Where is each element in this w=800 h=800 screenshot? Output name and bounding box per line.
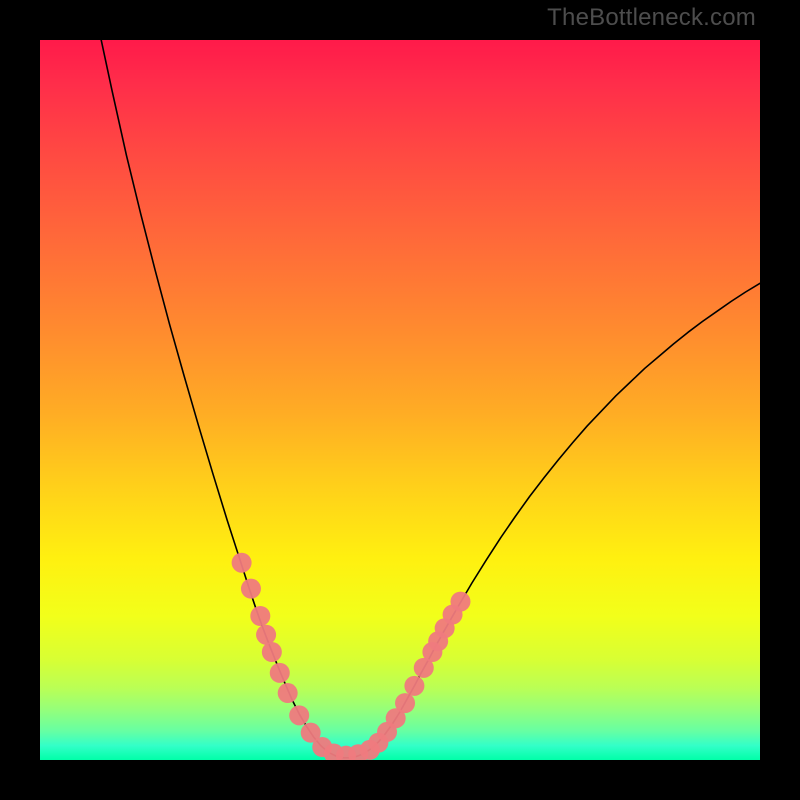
plot-area [40, 40, 760, 760]
bottleneck-curve-chart [40, 40, 760, 760]
curve-marker [250, 606, 270, 626]
curve-marker [241, 579, 261, 599]
curve-marker [289, 705, 309, 725]
curve-marker [404, 676, 424, 696]
curve-marker [278, 683, 298, 703]
curve-marker [270, 663, 290, 683]
curve-marker [262, 642, 282, 662]
heat-gradient-background [40, 40, 760, 760]
watermark-text: TheBottleneck.com [547, 4, 756, 32]
chart-outer-frame: TheBottleneck.com [0, 0, 800, 800]
curve-marker [450, 592, 470, 612]
curve-marker [256, 625, 276, 645]
curve-marker [232, 553, 252, 573]
curve-marker [395, 693, 415, 713]
